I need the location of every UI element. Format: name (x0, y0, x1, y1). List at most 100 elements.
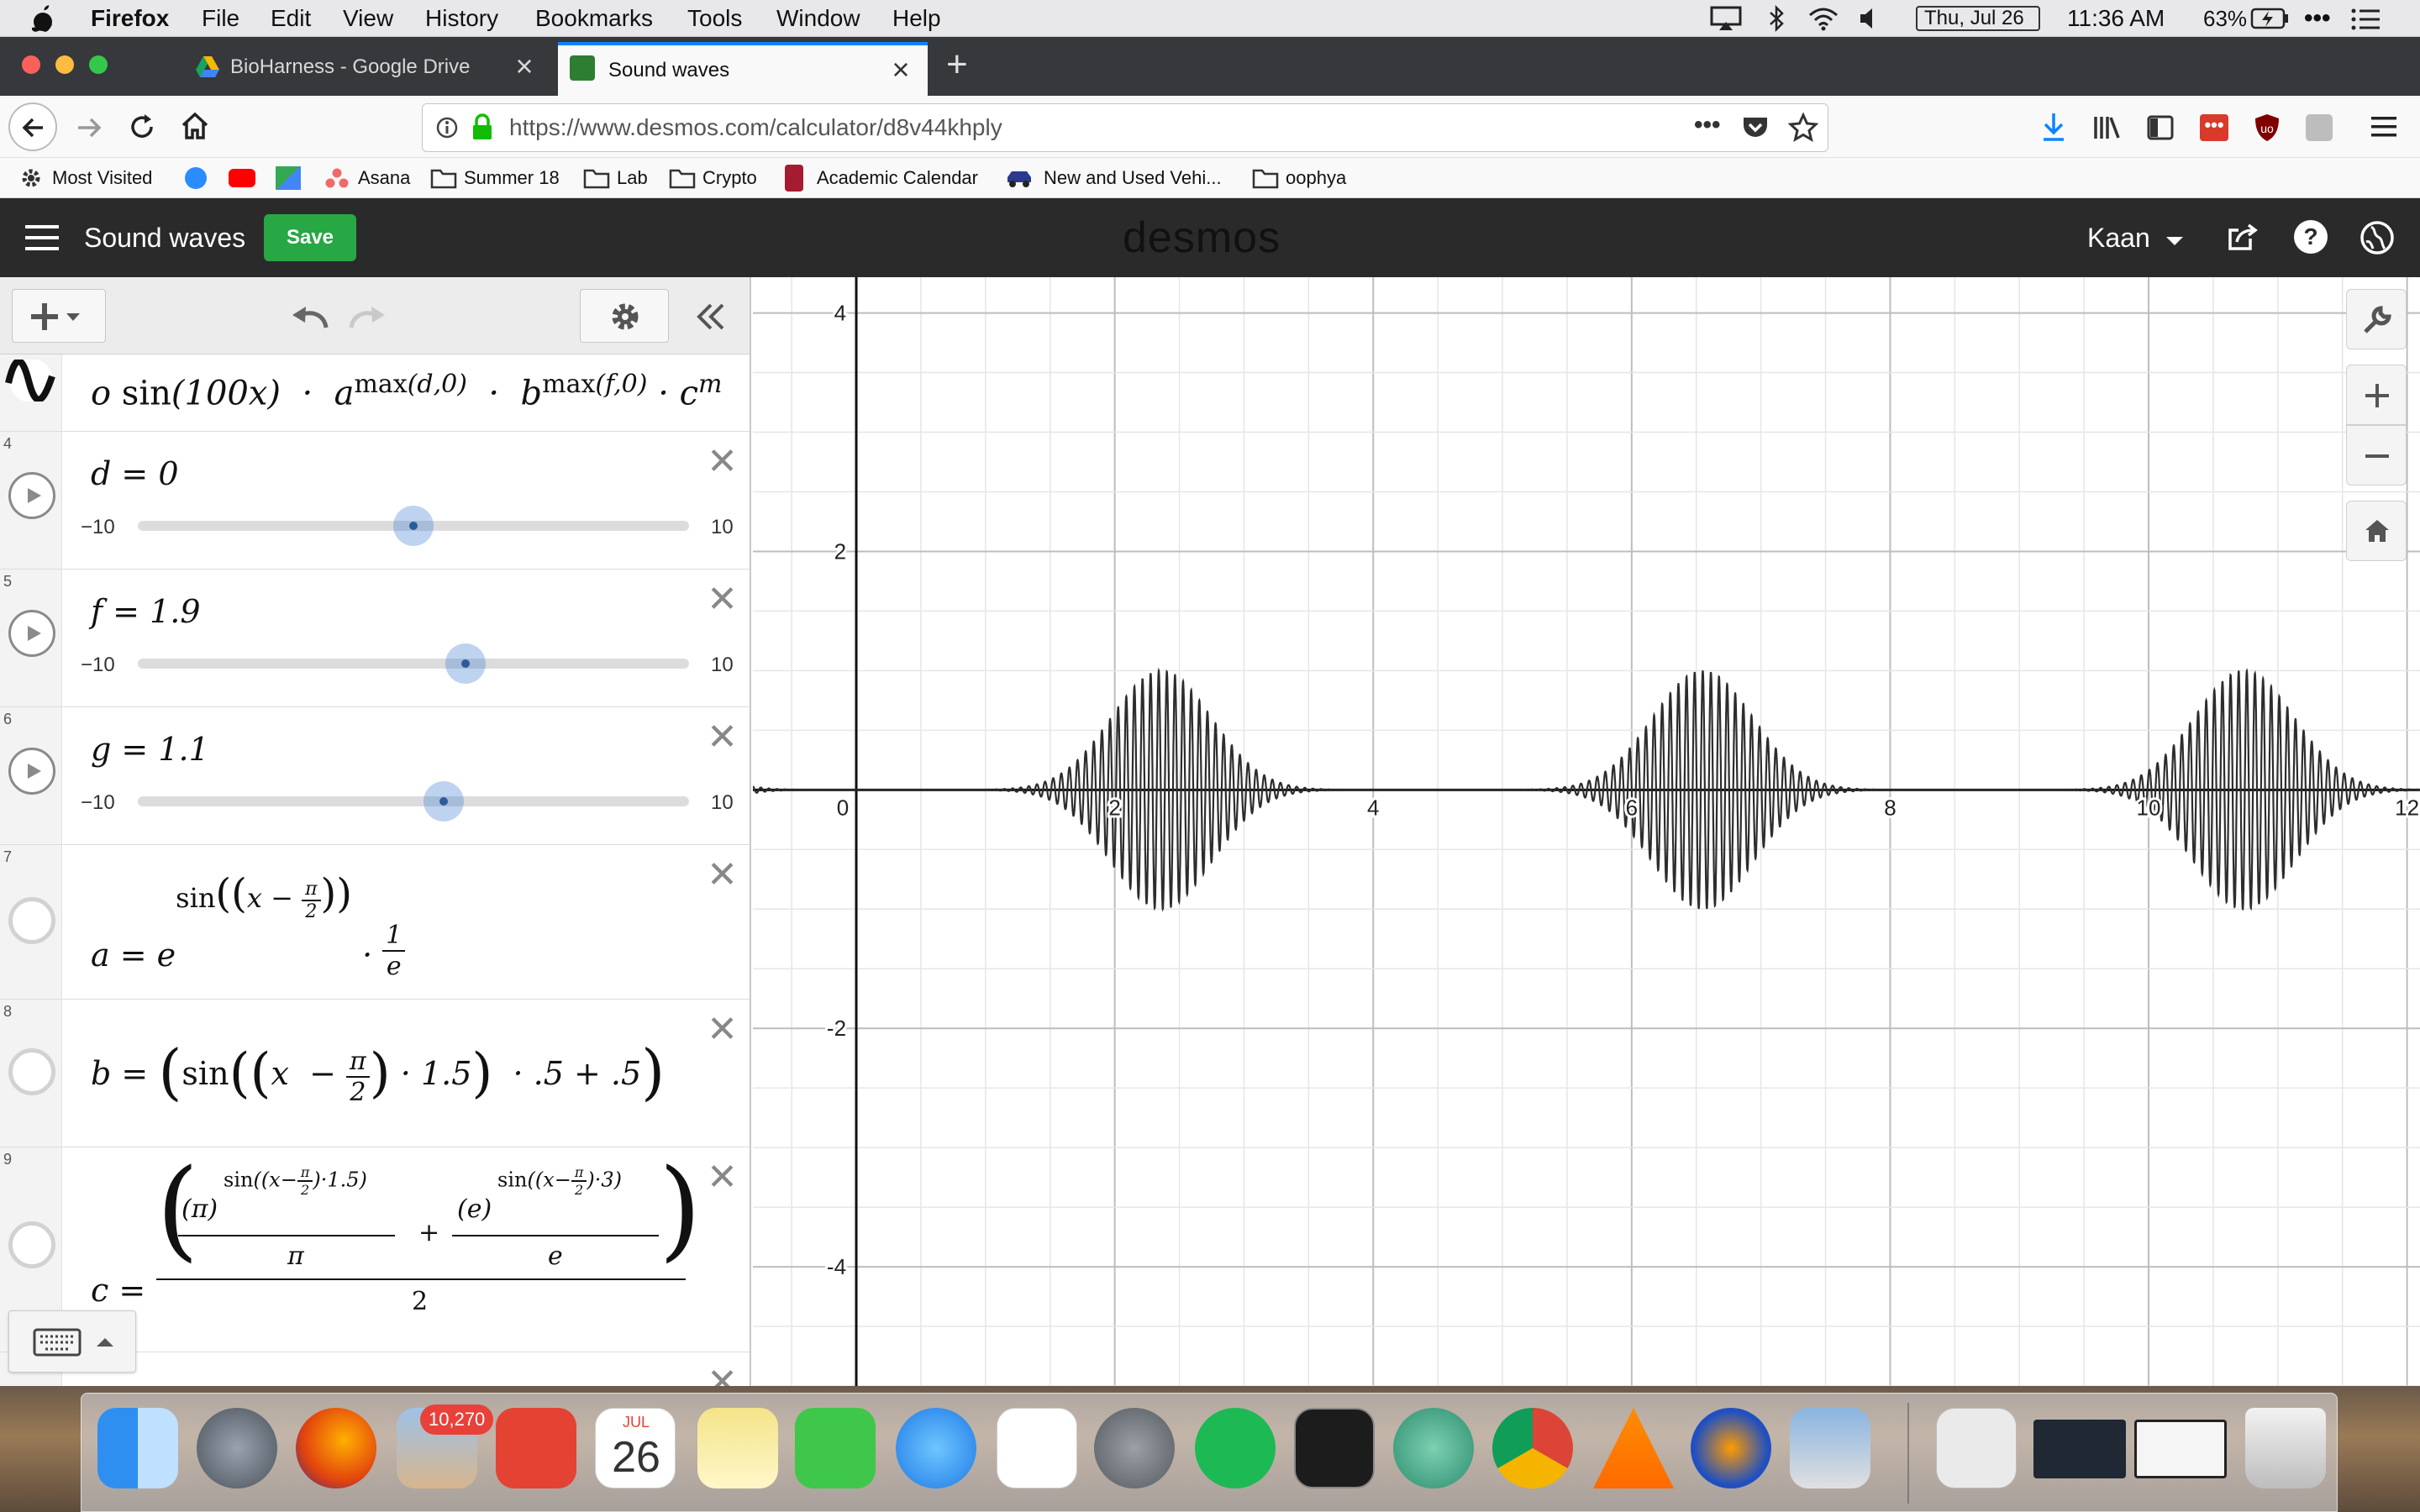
tab-close-icon[interactable]: × (892, 52, 910, 87)
expression-latex[interactable]: ( (π) sin((x− π 2)·1.5) π + (e) sin((x− π 2)… (156, 1145, 702, 1316)
menu-edit[interactable]: Edit (271, 5, 312, 31)
home-icon[interactable] (180, 111, 210, 141)
graph-paper[interactable]: 0 2 4 6 8 10 12 4 2 -2 -4 (753, 277, 2420, 1386)
airplay-icon[interactable] (1709, 5, 1743, 32)
preview-icon[interactable] (1790, 1408, 1870, 1488)
url-bar[interactable] (422, 103, 1828, 152)
graph-title[interactable]: Sound waves (84, 223, 246, 253)
google-maps-icon[interactable] (276, 166, 301, 190)
date-box[interactable] (1916, 6, 2040, 31)
launchpad-icon[interactable] (197, 1408, 277, 1488)
app-menu-firefox[interactable]: Firefox (91, 5, 170, 31)
bookmark-most-visited[interactable]: Most Visited (52, 167, 153, 188)
notes-icon[interactable] (697, 1408, 778, 1488)
window-zoom-button[interactable] (89, 55, 108, 74)
bookmark-summer-18[interactable]: Summer 18 (464, 167, 560, 188)
menu-tools[interactable]: Tools (687, 5, 743, 31)
hidden-graph-toggle[interactable] (8, 897, 55, 944)
audacity-icon[interactable] (1691, 1408, 1771, 1488)
default-viewport-button[interactable] (2346, 501, 2407, 561)
play-slider-button[interactable] (8, 748, 55, 795)
tab-bioharness[interactable]: BioHarness - Google Drive × (178, 42, 555, 96)
bookmark-asana[interactable]: Asana (358, 167, 411, 188)
slider-track[interactable] (138, 659, 689, 669)
youtube-icon[interactable] (229, 169, 255, 187)
expression-row-slider-g[interactable]: 6 g = 1.1 −10 10 ✕ (0, 707, 750, 845)
chevron-down-icon[interactable] (2165, 235, 2185, 247)
volume-icon[interactable] (1859, 5, 1879, 32)
bookmark-academic-calendar[interactable]: Academic Calendar (817, 167, 978, 188)
share-icon[interactable] (2225, 220, 2260, 254)
slider-min[interactable]: −10 (81, 654, 115, 676)
terminal-icon[interactable] (1294, 1408, 1375, 1488)
graph-settings-button[interactable] (2346, 289, 2407, 349)
document-thumbnail-icon[interactable] (2134, 1420, 2227, 1478)
menu-bookmarks[interactable]: Bookmarks (535, 5, 654, 31)
calendar-icon[interactable]: JUL 26 (595, 1408, 676, 1488)
globe-icon[interactable] (2360, 220, 2395, 255)
slider-thumb[interactable] (424, 781, 465, 822)
collapse-panel-icon[interactable] (696, 302, 726, 331)
expression-row-3[interactable]: o sin(100x) · amax(d,0) · bmax(f,0) · cm (0, 354, 750, 432)
expression-latex[interactable]: b = (sin((x − π 2) · 1.5) · .5 + .5) (91, 1037, 666, 1107)
slider-max[interactable]: 10 (711, 516, 734, 538)
slider-track[interactable] (138, 796, 689, 806)
reload-icon[interactable] (128, 113, 156, 141)
trash-icon[interactable] (2245, 1408, 2326, 1488)
back-button[interactable] (8, 102, 57, 151)
window-minimize-button[interactable] (55, 55, 74, 74)
bookmark-oophya[interactable]: oophya (1286, 167, 1347, 188)
finder-icon[interactable] (97, 1408, 178, 1488)
menu-window[interactable]: Window (776, 5, 860, 31)
redo-icon[interactable] (348, 304, 387, 331)
slider-min[interactable]: −10 (81, 516, 115, 538)
add-item-button[interactable] (12, 289, 106, 343)
messenger-icon[interactable] (185, 167, 207, 189)
graph-canvas[interactable]: 0 2 4 6 8 10 12 4 2 -2 -4 (753, 277, 2420, 1386)
menubar-time[interactable]: 11:36 AM (2067, 5, 2165, 31)
atom-icon[interactable] (1393, 1408, 1474, 1488)
zoom-out-button[interactable] (2346, 425, 2407, 486)
window-close-button[interactable] (22, 55, 40, 74)
bluetooth-icon[interactable] (1768, 5, 1786, 32)
expression-row-slider-d[interactable]: 4 d = 0 −10 10 ✕ (0, 432, 750, 570)
delete-expression-icon[interactable]: ✕ (707, 1009, 738, 1050)
slider-label[interactable]: g = 1.1 (91, 731, 209, 768)
forward-arrow-icon[interactable] (76, 116, 103, 139)
messages-icon[interactable] (896, 1408, 976, 1488)
notification-center-icon[interactable] (2351, 8, 2381, 30)
wifi-icon[interactable] (1807, 5, 1840, 32)
system-preferences-icon[interactable] (1094, 1408, 1175, 1488)
hidden-graph-toggle[interactable] (8, 1221, 55, 1268)
slider-label[interactable]: f = 1.9 (91, 593, 201, 630)
menu-help[interactable]: Help (892, 5, 941, 31)
bookmark-new-and-used[interactable]: New and Used Vehi... (1044, 167, 1222, 188)
tab-close-icon[interactable]: × (515, 49, 534, 83)
play-slider-button[interactable] (8, 610, 55, 657)
hamburger-menu-icon[interactable] (2371, 116, 2396, 138)
todoist-icon[interactable] (496, 1408, 576, 1488)
tab-sound-waves[interactable]: Sound waves × (558, 42, 928, 96)
new-tab-icon[interactable]: + (946, 44, 968, 85)
hamburger-menu-icon[interactable] (25, 223, 59, 252)
spotify-icon[interactable] (1195, 1408, 1276, 1488)
delete-expression-icon[interactable]: ✕ (707, 579, 738, 620)
bookmark-star-icon[interactable] (1788, 113, 1818, 143)
menu-history[interactable]: History (425, 5, 499, 31)
ublock-origin-icon[interactable]: uo (2254, 113, 2281, 143)
delete-expression-icon[interactable]: ✕ (707, 1362, 738, 1387)
settings-button[interactable] (580, 289, 669, 343)
bookmark-lab[interactable]: Lab (617, 167, 648, 188)
graph-color-icon[interactable] (5, 360, 57, 402)
save-button[interactable]: Save (264, 214, 356, 261)
zip-file-icon[interactable] (1936, 1408, 2017, 1488)
downloads-icon[interactable] (2040, 111, 2067, 143)
delete-expression-icon[interactable]: ✕ (707, 1157, 738, 1198)
slider-max[interactable]: 10 (711, 654, 734, 676)
bookmark-crypto[interactable]: Crypto (702, 167, 757, 188)
pocket-icon[interactable] (1741, 114, 1770, 141)
user-menu[interactable]: Kaan (2087, 223, 2150, 253)
lastpass-extension-icon[interactable]: ••• (2200, 114, 2228, 141)
chrome-icon[interactable] (1492, 1408, 1573, 1488)
facetime-icon[interactable] (795, 1408, 876, 1488)
